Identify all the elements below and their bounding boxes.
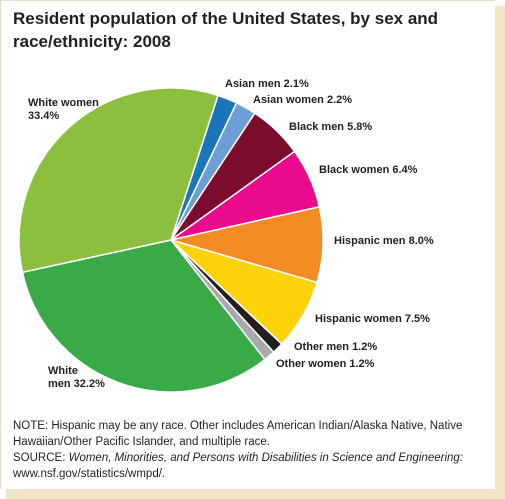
panel-shadow-bottom bbox=[6, 489, 505, 499]
pie-chart: Asian men 2.1% Asian women 2.2% Black men … bbox=[18, 78, 434, 393]
slice-label-other-men: Other men 1.2% bbox=[294, 341, 377, 353]
slice-labels: Asian men 2.1% Asian women 2.2% Black men … bbox=[28, 78, 434, 390]
slice-label-asian-men: Asian men 2.1% bbox=[225, 78, 309, 90]
chart-note: NOTE: Hispanic may be any race. Other in… bbox=[13, 418, 483, 482]
panel-shadow-right bbox=[495, 6, 505, 499]
slice-label-hispanic-women: Hispanic women 7.5% bbox=[315, 313, 430, 325]
slice-label-black-men: Black men 5.8% bbox=[289, 121, 372, 133]
slice-label-other-women: Other women 1.2% bbox=[276, 358, 375, 370]
slice-label-white-women: White women 33.4% bbox=[28, 97, 99, 122]
source-title: Women, Minorities, and Persons with Disa… bbox=[68, 452, 463, 464]
pie-slice-white-men bbox=[21, 239, 266, 393]
pie-slices bbox=[18, 87, 324, 393]
slice-label-hispanic-men: Hispanic men 8.0% bbox=[334, 235, 434, 247]
note-text: NOTE: Hispanic may be any race. Other in… bbox=[13, 420, 463, 448]
source-url: www.nsf.gov/statistics/wmpd/. bbox=[13, 468, 166, 480]
source-prefix: SOURCE: bbox=[13, 452, 69, 464]
chart-title: Resident population of the United States… bbox=[13, 9, 439, 51]
slice-label-black-women: Black women 6.4% bbox=[319, 164, 418, 176]
slice-label-white-men: White men 32.2% bbox=[48, 365, 105, 390]
slice-label-asian-women: Asian women 2.2% bbox=[253, 94, 352, 106]
pie-slice-white-women bbox=[18, 87, 219, 273]
source-line: SOURCE: Women, Minorities, and Persons w… bbox=[13, 450, 483, 482]
